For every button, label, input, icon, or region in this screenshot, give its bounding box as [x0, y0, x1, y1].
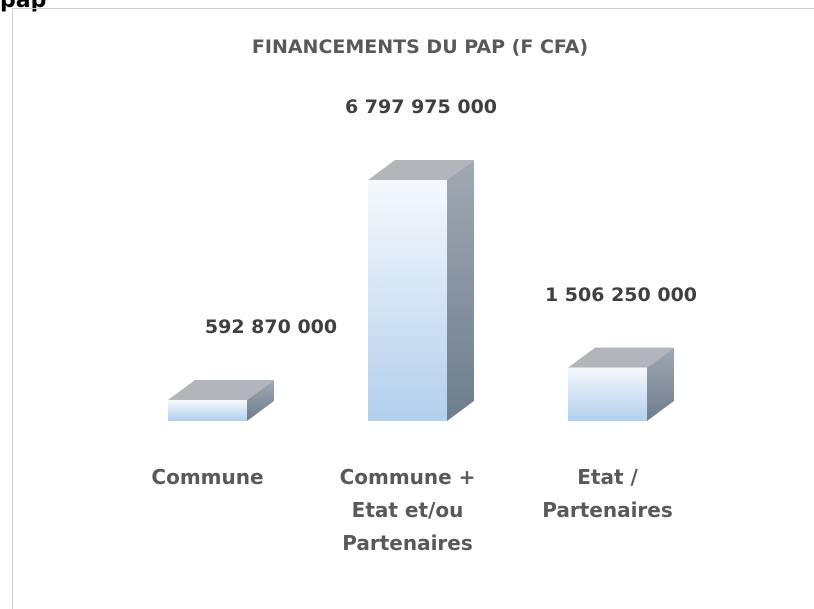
chart-frame: [12, 8, 814, 609]
bar: [368, 180, 447, 421]
data-label: 592 870 000: [204, 315, 338, 338]
bar: [168, 399, 247, 421]
bar: [568, 367, 647, 421]
bar-top: [568, 347, 674, 368]
x-tick-label: Commune + Etat et/ou Partenaires: [339, 465, 476, 555]
chart: [168, 160, 674, 421]
data-label: 6 797 975 000: [344, 96, 498, 118]
x-tick-label: Commune: [151, 465, 264, 489]
bar-side: [647, 347, 674, 421]
bar-side: [247, 379, 274, 421]
x-tick-label: Etat / Partenaires: [542, 465, 673, 522]
chart-title: FINANCEMENTS DU PAP (F CFA): [251, 36, 589, 58]
data-label: 1 506 250 000: [544, 283, 698, 306]
bar-side: [447, 160, 474, 421]
header-text: pap: [0, 0, 47, 13]
bar-top: [168, 379, 274, 400]
bar-top: [368, 160, 474, 180]
